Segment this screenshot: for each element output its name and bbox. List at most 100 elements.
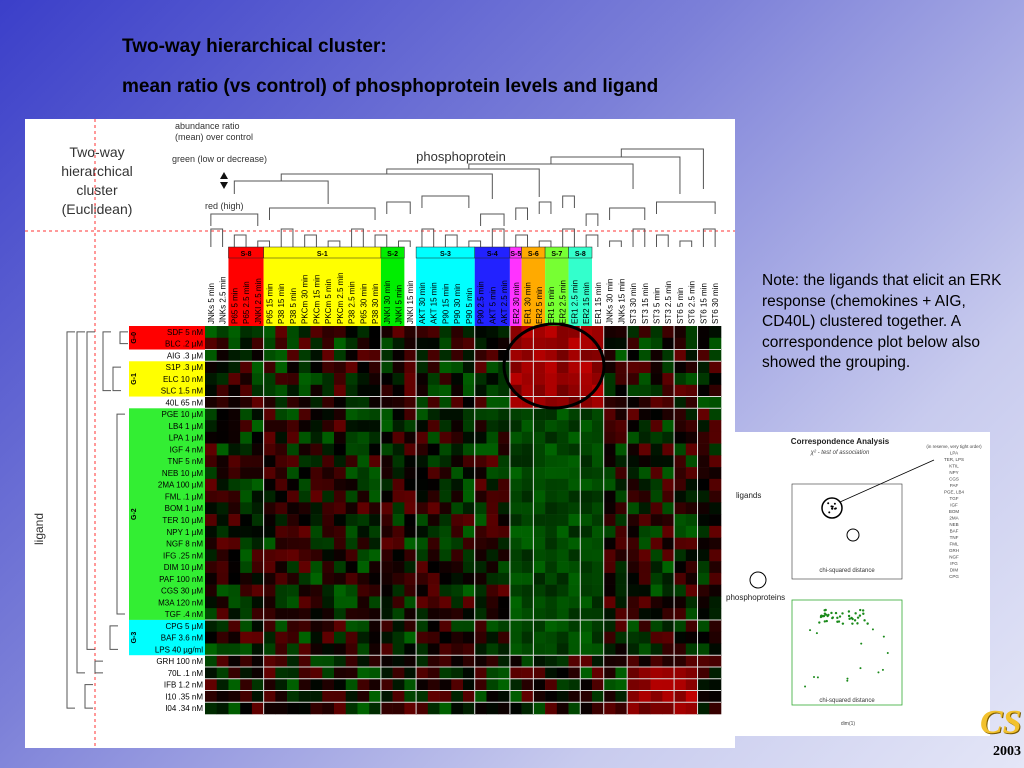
heatmap-cell	[697, 396, 710, 409]
heatmap-cell	[334, 373, 347, 386]
heatmap-cell	[322, 678, 335, 691]
heatmap-cell	[674, 561, 687, 574]
heatmap-cell	[275, 572, 288, 585]
heatmap-cell	[545, 678, 558, 691]
dendrogram-link	[421, 228, 435, 247]
heatmap-cell	[603, 467, 616, 480]
heatmap-cell	[697, 408, 710, 421]
note-text: Note: the ligands that elicit an ERK res…	[762, 272, 1002, 371]
row-label: PGE 10 µM	[161, 410, 203, 419]
heatmap-cell	[568, 490, 581, 503]
heatmap-cell	[228, 349, 241, 362]
heatmap-cell	[674, 337, 687, 350]
heatmap-cell	[404, 502, 417, 515]
heatmap-cell	[463, 384, 476, 397]
heatmap-cell	[463, 490, 476, 503]
heatmap-cell	[674, 619, 687, 632]
heatmap-cell	[275, 384, 288, 397]
heatmap-cell	[556, 349, 569, 362]
heatmap-cell	[263, 525, 276, 538]
heatmap-cell	[498, 561, 511, 574]
heatmap-cell	[697, 337, 710, 350]
heatmap-cell	[627, 549, 640, 562]
heatmap-cell	[509, 431, 522, 444]
heatmap-cell	[674, 490, 687, 503]
column-label: PKCm 2.5 min	[336, 272, 345, 324]
column-label: ER2 15 min	[582, 282, 591, 324]
heatmap-cell	[263, 408, 276, 421]
row-label: TGF .4 nM	[165, 610, 204, 619]
heatmap-cell	[638, 337, 651, 350]
heatmap-cell	[416, 478, 429, 491]
heatmap-cell	[674, 467, 687, 480]
heatmap-cell	[216, 572, 229, 585]
heatmap-cell	[463, 373, 476, 386]
heatmap-cell	[427, 467, 440, 480]
ca-protein-point	[818, 621, 821, 624]
heatmap-cell	[545, 596, 558, 609]
row-group-box	[129, 408, 205, 620]
heatmap-cell	[509, 608, 522, 621]
heatmap-cell	[486, 561, 499, 574]
heatmap-cell	[498, 384, 511, 397]
ca-protein-point	[859, 608, 862, 612]
heatmap-cell	[205, 337, 218, 350]
heatmap-cell	[697, 690, 710, 703]
row-dendrogram	[66, 331, 128, 709]
heatmap-cell	[474, 337, 487, 350]
heatmap-cell	[568, 373, 581, 386]
heatmap-cell	[416, 384, 429, 397]
dendrogram-link	[515, 207, 528, 220]
heatmap-cell	[345, 502, 358, 515]
heatmap-cell	[533, 326, 546, 339]
heatmap-cell	[697, 537, 710, 550]
heatmap-cell	[556, 690, 569, 703]
heatmap-cell	[369, 326, 382, 339]
heatmap-cell	[685, 537, 698, 550]
ca-top-panel	[791, 483, 903, 580]
heatmap-cell	[662, 373, 675, 386]
heatmap-cell	[592, 396, 605, 409]
heatmap-cell	[404, 384, 417, 397]
row-label: GRH 100 nM	[156, 657, 203, 666]
ca-ligand-point	[833, 502, 836, 505]
heatmap-cell	[404, 655, 417, 668]
heatmap-cell	[322, 326, 335, 339]
heatmap-cell	[568, 572, 581, 585]
heatmap-cell	[205, 572, 218, 585]
heatmap-cell	[369, 631, 382, 644]
heatmap-cell	[638, 408, 651, 421]
heatmap-cell	[498, 420, 511, 433]
heatmap-cell	[697, 549, 710, 562]
heatmap-cell	[228, 431, 241, 444]
heatmap-cell	[685, 619, 698, 632]
heatmap-cell	[439, 408, 452, 421]
heatmap-cell	[545, 420, 558, 433]
heatmap-cell	[369, 467, 382, 480]
heatmap-cell	[287, 643, 300, 656]
heatmap-cell	[627, 619, 640, 632]
heatmap-cell	[638, 373, 651, 386]
heatmap-cell	[709, 655, 722, 668]
heatmap-cell	[404, 490, 417, 503]
heatmap-cell	[650, 361, 663, 374]
heatmap-cell	[228, 561, 241, 574]
heatmap-cell	[592, 561, 605, 574]
heatmap-cell	[228, 490, 241, 503]
heatmap-cell	[322, 396, 335, 409]
heatmap-cell	[603, 584, 616, 597]
ca-protein-point	[862, 612, 865, 615]
heatmap-cell	[486, 384, 499, 397]
heatmap-cell	[674, 631, 687, 644]
heatmap-cell	[287, 514, 300, 527]
heatmap-cell	[228, 384, 241, 397]
heatmap-cell	[556, 431, 569, 444]
heatmap-cell	[592, 408, 605, 421]
heatmap-cell	[486, 478, 499, 491]
heatmap-cell	[298, 549, 311, 562]
heatmap-cell	[638, 631, 651, 644]
heatmap-cell	[451, 690, 464, 703]
heatmap-cell	[615, 384, 628, 397]
heatmap-cell	[298, 702, 311, 715]
column-label: ER1 15 min	[594, 282, 603, 324]
